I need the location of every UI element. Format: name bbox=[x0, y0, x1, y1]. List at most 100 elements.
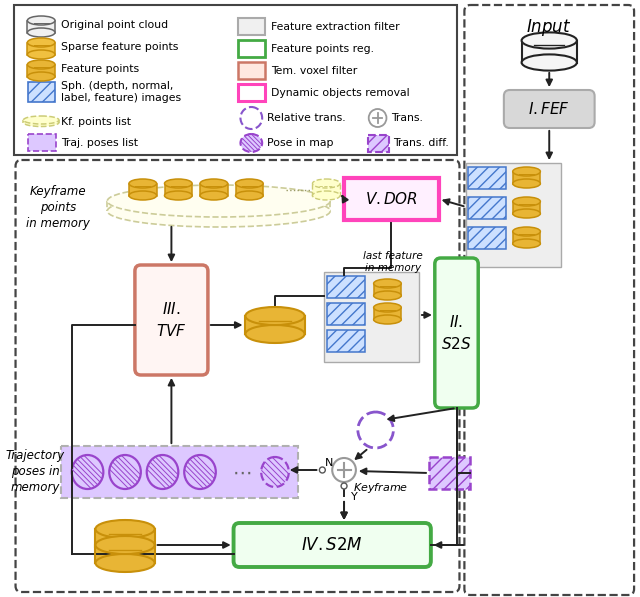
Ellipse shape bbox=[129, 179, 157, 188]
Ellipse shape bbox=[513, 197, 540, 206]
Ellipse shape bbox=[241, 134, 262, 152]
Bar bbox=[237, 40, 265, 57]
Bar bbox=[245, 316, 305, 334]
Bar bbox=[374, 307, 401, 319]
Ellipse shape bbox=[24, 118, 59, 127]
Ellipse shape bbox=[108, 195, 330, 227]
Text: $\it{II.}$
$\it{S2S}$: $\it{II.}$ $\it{S2S}$ bbox=[441, 315, 472, 352]
Ellipse shape bbox=[109, 455, 141, 489]
Ellipse shape bbox=[374, 279, 401, 288]
Ellipse shape bbox=[28, 50, 55, 59]
Ellipse shape bbox=[28, 28, 55, 37]
Bar bbox=[28, 64, 55, 76]
Text: last feature
in memory: last feature in memory bbox=[364, 251, 423, 273]
Bar bbox=[61, 446, 298, 498]
Bar bbox=[344, 178, 439, 220]
Bar bbox=[24, 120, 59, 122]
Text: Feature extraction filter: Feature extraction filter bbox=[271, 22, 399, 32]
Bar bbox=[236, 183, 263, 195]
Ellipse shape bbox=[200, 191, 228, 200]
Text: Feature points reg.: Feature points reg. bbox=[271, 44, 374, 54]
Bar bbox=[327, 303, 365, 325]
Ellipse shape bbox=[95, 554, 155, 572]
Text: $\it{Keyframe}$: $\it{Keyframe}$ bbox=[353, 481, 408, 495]
Circle shape bbox=[332, 458, 356, 482]
Ellipse shape bbox=[108, 185, 330, 217]
Bar bbox=[237, 18, 265, 35]
Text: Sparse feature points: Sparse feature points bbox=[61, 42, 179, 52]
Bar bbox=[368, 135, 389, 152]
Text: Tem. voxel filter: Tem. voxel filter bbox=[271, 66, 357, 76]
Bar bbox=[28, 82, 55, 102]
Ellipse shape bbox=[72, 455, 103, 489]
Bar bbox=[324, 272, 419, 362]
Ellipse shape bbox=[28, 38, 55, 47]
Ellipse shape bbox=[28, 60, 55, 69]
Ellipse shape bbox=[95, 538, 155, 556]
Ellipse shape bbox=[95, 536, 155, 554]
Text: Keyframe
points
in memory: Keyframe points in memory bbox=[26, 186, 90, 230]
Bar bbox=[522, 41, 577, 63]
Bar bbox=[467, 163, 561, 267]
Ellipse shape bbox=[147, 455, 179, 489]
Ellipse shape bbox=[374, 291, 401, 300]
Bar bbox=[468, 197, 506, 219]
Ellipse shape bbox=[24, 116, 59, 124]
FancyBboxPatch shape bbox=[234, 523, 431, 567]
Circle shape bbox=[319, 467, 325, 473]
Circle shape bbox=[341, 483, 347, 489]
FancyBboxPatch shape bbox=[504, 90, 595, 128]
Ellipse shape bbox=[312, 179, 340, 188]
Text: $\cdots$: $\cdots$ bbox=[232, 463, 251, 482]
Text: Pose in map: Pose in map bbox=[267, 138, 333, 148]
Bar bbox=[28, 42, 55, 54]
Ellipse shape bbox=[164, 191, 192, 200]
FancyBboxPatch shape bbox=[135, 265, 208, 375]
Bar bbox=[468, 227, 506, 249]
Bar bbox=[28, 20, 55, 32]
Text: Dynamic objects removal: Dynamic objects removal bbox=[271, 88, 410, 98]
Text: Trans. diff.: Trans. diff. bbox=[394, 138, 449, 148]
FancyBboxPatch shape bbox=[435, 258, 478, 408]
Ellipse shape bbox=[312, 191, 340, 200]
Text: Trajectory
poses in
memory: Trajectory poses in memory bbox=[6, 450, 65, 494]
Text: Relative trans.: Relative trans. bbox=[267, 113, 346, 123]
Bar bbox=[237, 62, 265, 79]
FancyBboxPatch shape bbox=[15, 160, 460, 592]
Ellipse shape bbox=[28, 16, 55, 25]
Text: $\it{I.FEF}$: $\it{I.FEF}$ bbox=[529, 101, 570, 117]
Bar bbox=[513, 171, 540, 183]
Text: $\it{IV.S2M}$: $\it{IV.S2M}$ bbox=[301, 536, 363, 554]
Ellipse shape bbox=[236, 179, 263, 188]
Ellipse shape bbox=[513, 227, 540, 236]
FancyBboxPatch shape bbox=[465, 5, 634, 595]
Circle shape bbox=[369, 109, 387, 127]
Ellipse shape bbox=[236, 191, 263, 200]
Bar bbox=[164, 183, 192, 195]
Bar bbox=[200, 183, 228, 195]
Bar bbox=[95, 545, 155, 563]
Ellipse shape bbox=[184, 455, 216, 489]
Bar bbox=[374, 284, 401, 296]
Text: Original point cloud: Original point cloud bbox=[61, 20, 168, 30]
Text: Kf. points list: Kf. points list bbox=[61, 117, 131, 127]
Circle shape bbox=[241, 107, 262, 129]
Ellipse shape bbox=[522, 54, 577, 70]
Ellipse shape bbox=[164, 179, 192, 188]
Bar bbox=[468, 167, 506, 189]
Ellipse shape bbox=[513, 167, 540, 176]
Text: Traj. poses list: Traj. poses list bbox=[61, 138, 138, 148]
Ellipse shape bbox=[374, 303, 401, 312]
Text: N: N bbox=[325, 458, 333, 468]
Ellipse shape bbox=[513, 239, 540, 248]
Ellipse shape bbox=[513, 179, 540, 188]
Bar bbox=[237, 84, 265, 101]
Ellipse shape bbox=[374, 315, 401, 324]
Ellipse shape bbox=[522, 32, 577, 48]
Bar bbox=[513, 232, 540, 244]
Bar bbox=[13, 5, 458, 155]
Ellipse shape bbox=[513, 209, 540, 218]
Ellipse shape bbox=[245, 325, 305, 343]
Text: $\it{Input}$: $\it{Input}$ bbox=[527, 17, 572, 38]
Ellipse shape bbox=[200, 179, 228, 188]
